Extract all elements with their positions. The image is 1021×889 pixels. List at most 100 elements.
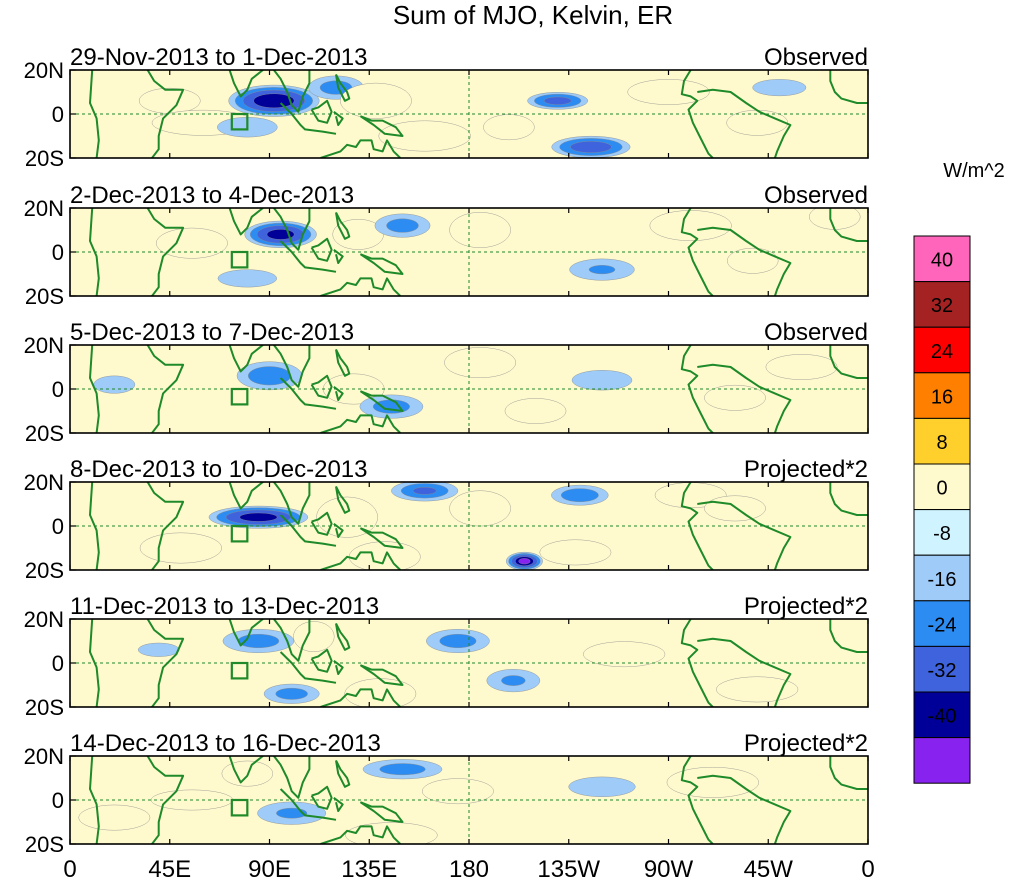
coastlines — [89, 345, 868, 433]
colorbar-swatch — [913, 600, 971, 647]
x-tick-label: 135W — [537, 856, 600, 883]
x-tick-label: 45E — [148, 856, 191, 883]
y-tick-label: 20S — [25, 146, 64, 171]
coastlines — [89, 756, 868, 844]
panel-4: 20N 0 20S 8-Dec-2013 to 10-Dec-2013 Projecte… — [24, 456, 869, 583]
anomaly-cell-4-8 — [551, 484, 609, 506]
anomaly-cell-2-7 — [649, 210, 732, 241]
panel-type-label: Observed — [764, 44, 868, 71]
x-tick-label: 45W — [744, 856, 794, 883]
colorbar: W/m^2 40 32 24 16 8 0 -8 -16 -24 -32 -40 — [913, 160, 1005, 784]
coastlines — [89, 482, 868, 570]
anomaly-cell-3-5 — [444, 347, 516, 378]
anomaly-cell-1-1 — [138, 87, 201, 114]
anomaly-cell-4-11 — [139, 532, 222, 564]
anomaly-cell-5-2 — [293, 621, 335, 652]
y-tick-label: 20S — [25, 284, 64, 309]
panel-3: 20N 0 20S 5-Dec-2013 to 7-Dec-2013 Observed — [24, 319, 869, 446]
anomaly-cell-6-6 — [422, 778, 494, 805]
coastlines — [89, 619, 868, 707]
colorbar-tick-label: -40 — [928, 706, 957, 728]
x-tick-label: 0 — [63, 856, 76, 883]
y-tick-label: 20N — [24, 58, 64, 83]
y-tick-label: 0 — [52, 377, 64, 402]
colorbar-tick-label: 32 — [931, 295, 953, 317]
anomaly-cell-1-7 — [378, 120, 471, 152]
x-tick-label: 0 — [861, 856, 874, 883]
y-tick-label: 20N — [24, 470, 64, 495]
panel-period-label: 29-Nov-2013 to 1-Dec-2013 — [70, 44, 368, 71]
colorbar-tick-label: -32 — [928, 660, 957, 682]
anomaly-cell-6-9 — [78, 804, 151, 831]
colorbar-tick-label: 40 — [931, 250, 953, 272]
panel-type-label: Observed — [764, 182, 868, 209]
anomaly-cell-5-8 — [716, 676, 799, 703]
anomaly-cell-1-8 — [483, 114, 535, 141]
anomaly-cell-5-4 — [263, 683, 320, 704]
colorbar-tick-label: 8 — [936, 432, 947, 454]
anomaly-cell-2-4 — [374, 213, 431, 238]
anomaly-cell-4-4 — [391, 482, 459, 502]
anomaly-cell-5-6 — [486, 669, 541, 693]
y-tick-label: 0 — [52, 788, 64, 813]
anomaly-cell-1-13 — [752, 79, 807, 97]
x-tick-label: 135E — [341, 856, 397, 883]
anomaly-cell-6-5 — [362, 759, 443, 780]
colorbar-swatch — [913, 281, 971, 328]
anomaly-cell-1-6 — [340, 82, 412, 119]
anomaly-cell-6-7 — [568, 776, 636, 797]
anomaly-cell-4-7 — [539, 539, 612, 566]
x-axis: 0 45E 90E 135E 180 135W 90W 45W 0 — [63, 856, 874, 883]
anomaly-cell-5-7 — [583, 641, 666, 668]
colorbar-swatch — [913, 417, 971, 465]
y-tick-label: 20N — [24, 333, 64, 358]
colorbar-swatch — [913, 372, 971, 419]
anomaly-cell-4-2 — [316, 496, 378, 538]
colorbar-swatch — [913, 554, 971, 602]
panel-type-label: Projected*2 — [744, 730, 868, 757]
panels-group: 20N 0 20S 29-Nov-2013 to 1-Dec-2013 Observed… — [24, 44, 869, 857]
y-tick-label: 0 — [52, 651, 64, 676]
colorbar-swatch — [913, 463, 971, 511]
panel-6: 20N 0 20S 14-Dec-2013 to 16-Dec-2013 Project… — [24, 730, 869, 857]
chart-title: Sum of MJO, Kelvin, ER — [393, 0, 673, 30]
anomaly-cell-2-8 — [727, 247, 779, 274]
anomaly-cell-5-9 — [137, 642, 180, 657]
anomaly-cell-4-1 — [208, 505, 309, 529]
colorbar-tick-label: -8 — [933, 523, 951, 545]
coastlines — [89, 208, 868, 296]
x-tick-label: 90E — [248, 856, 291, 883]
anomaly-cell-6-8 — [666, 767, 759, 798]
y-tick-label: 20S — [25, 695, 64, 720]
colorbar-tick-label: 16 — [931, 386, 953, 408]
anomaly-cell-2-10 — [217, 269, 277, 288]
anomaly-cell-1-10 — [551, 135, 631, 158]
anomaly-cell-2-5 — [449, 212, 511, 248]
y-tick-label: 20N — [24, 607, 64, 632]
panel-1: 20N 0 20S 29-Nov-2013 to 1-Dec-2013 Observed — [24, 44, 869, 171]
anomaly-cell-5-3 — [344, 678, 417, 707]
colorbar-swatch — [913, 737, 971, 784]
y-tick-label: 0 — [52, 102, 64, 127]
anomaly-cell-4-10 — [704, 495, 766, 522]
anomaly-cell-1-9 — [527, 92, 589, 110]
panel-type-label: Observed — [764, 319, 868, 346]
colorbar-tick-label: 0 — [936, 478, 947, 500]
y-tick-label: 20N — [24, 744, 64, 769]
panel-period-label: 8-Dec-2013 to 10-Dec-2013 — [70, 456, 368, 483]
panel-period-label: 11-Dec-2013 to 13-Dec-2013 — [70, 593, 379, 620]
anomaly-cell-3-8 — [704, 384, 766, 411]
x-tick-label: 90W — [644, 856, 694, 883]
colorbar-swatch — [913, 326, 971, 374]
colorbar-tick-label: 24 — [931, 341, 953, 363]
anomaly-cell-3-6 — [504, 398, 567, 424]
x-tick-label: 180 — [449, 856, 489, 883]
y-tick-label: 20N — [24, 196, 64, 221]
anomaly-cell-6-3 — [257, 801, 327, 825]
anomaly-cell-3-7 — [571, 370, 633, 391]
panel-2: 20N 0 20S 2-Dec-2013 to 4-Dec-2013 Observed — [24, 182, 869, 309]
anomaly-cell-2-2 — [244, 220, 317, 248]
coastlines — [89, 70, 868, 158]
anomaly-cell-2-6 — [569, 258, 635, 281]
